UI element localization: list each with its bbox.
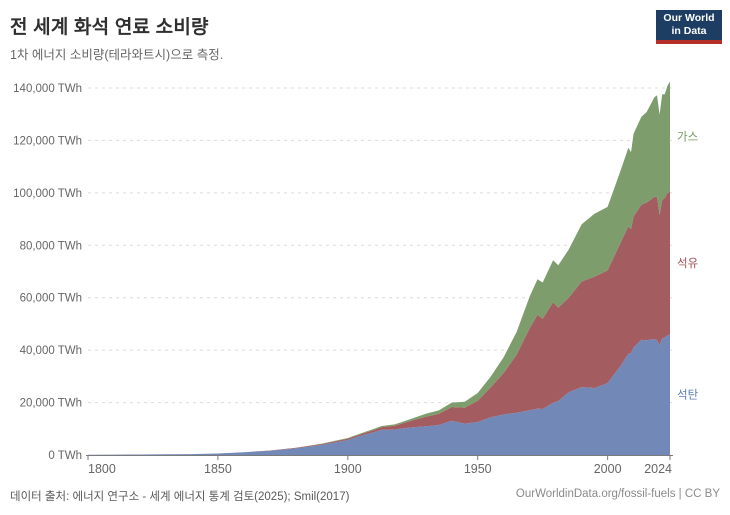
area-series-석탄 (88, 334, 670, 455)
x-axis-tick-label: 2000 (594, 462, 622, 476)
y-axis-tick-label: 120,000 TWh (13, 135, 82, 147)
y-axis-tick-label: 20,000 TWh (20, 398, 82, 410)
owid-logo-line1: Our World (663, 11, 715, 24)
area-series-가스 (88, 81, 670, 455)
x-axis-tick-label: 2024 (644, 462, 672, 476)
chart-subtitle: 1차 에너지 소비량(테라와트시)으로 측정. (10, 48, 224, 62)
chart-title: 전 세계 화석 연료 소비량 (10, 17, 209, 38)
x-axis-tick-label: 1900 (334, 462, 362, 476)
series-label-가스: 가스 (677, 130, 698, 143)
y-axis-tick-label: 60,000 TWh (20, 293, 82, 305)
series-label-석유: 석유 (677, 257, 698, 270)
series-label-석탄: 석탄 (677, 389, 699, 402)
y-axis-tick-label: 80,000 TWh (20, 240, 82, 252)
x-axis-tick-label: 1800 (88, 462, 116, 476)
owid-logo-line2: in Data (671, 25, 707, 37)
y-axis-tick-label: 0 TWh (48, 450, 82, 462)
y-axis-tick-label: 140,000 TWh (13, 83, 82, 95)
y-axis-tick-label: 100,000 TWh (13, 188, 82, 200)
area-series-석유 (88, 191, 670, 455)
x-axis-tick-label: 1850 (204, 462, 232, 476)
y-axis-tick-label: 40,000 TWh (20, 345, 82, 357)
owid-logo[interactable]: Our World in Data (656, 10, 722, 44)
attribution-link[interactable]: OurWorldinData.org/fossil-fuels | CC BY (515, 488, 720, 500)
x-axis-tick-label: 1950 (464, 462, 492, 476)
data-sources-note: 데이터 출처: 에너지 연구소 - 세계 에너지 통계 검토(2025); Sm… (10, 491, 350, 503)
